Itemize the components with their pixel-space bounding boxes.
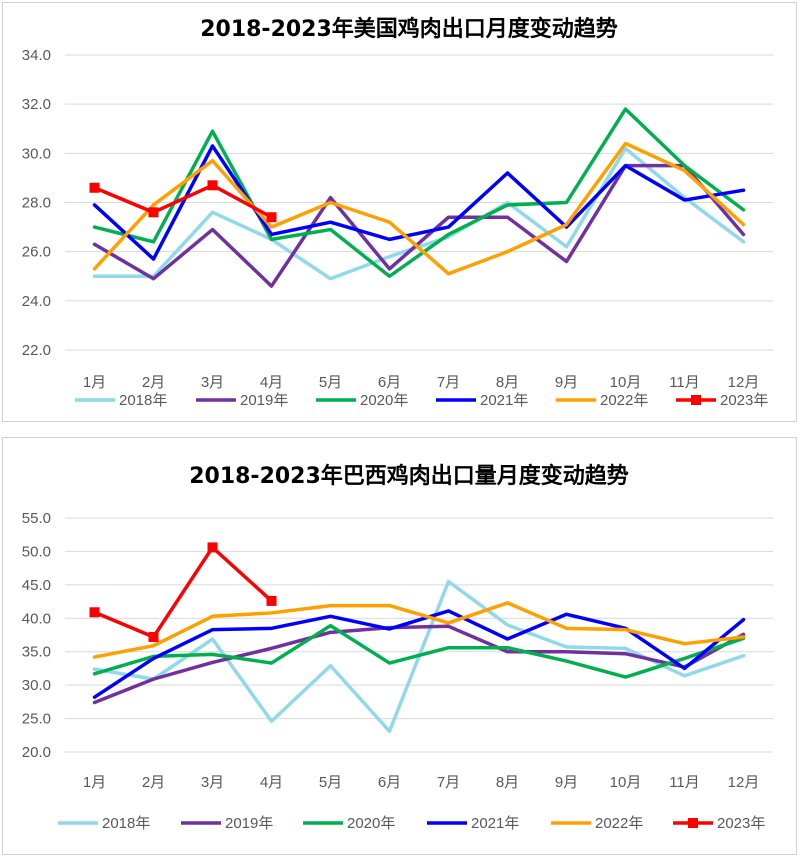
legend-entry: 2023年 — [676, 392, 768, 409]
x-tick-label: 8月 — [496, 374, 519, 391]
series-line — [92, 624, 746, 705]
legend-label: 2022年 — [600, 392, 648, 409]
y-tick-label: 22.0 — [22, 342, 51, 359]
legend-label: 2019年 — [225, 815, 273, 832]
x-tick-label: 2月 — [142, 374, 165, 391]
x-tick-label: 1月 — [83, 374, 106, 391]
series-line — [92, 601, 746, 659]
data-point-marker — [89, 607, 100, 618]
brazil-chicken-export-chart: 2018-2023年巴西鸡肉出口量月度变动趋势 20.0 25.0 30.0 35.0 4… — [22, 463, 773, 832]
legend-entry: 2021年 — [436, 392, 528, 409]
y-tick-label: 24.0 — [22, 293, 51, 310]
legend-label: 2020年 — [347, 815, 395, 832]
series-2023年 — [89, 542, 277, 643]
y-tick-label: 30.0 — [22, 145, 51, 162]
x-tick-label: 12月 — [728, 774, 760, 791]
us-chicken-export-chart: 2018-2023年美国鸡肉出口月度变动趋势 22.0 24.0 26.0 28.0 30… — [22, 16, 773, 409]
x-tick-label: 9月 — [555, 774, 578, 791]
x-tick-label: 4月 — [260, 774, 283, 791]
y-tick-label: 50.0 — [22, 543, 51, 560]
legend-entry: 2021年 — [427, 815, 519, 832]
y-tick-label: 35.0 — [22, 644, 51, 661]
legend-label: 2018年 — [102, 815, 150, 832]
series-2020年 — [92, 107, 746, 278]
legend-entry: 2020年 — [303, 815, 395, 832]
legend-marker — [691, 395, 701, 405]
series-line — [92, 107, 746, 278]
data-point-marker — [148, 207, 159, 218]
y-tick-label: 40.0 — [22, 610, 51, 627]
legend-label: 2021年 — [480, 392, 528, 409]
legend-label: 2018年 — [119, 392, 167, 409]
x-tick-label: 5月 — [319, 374, 342, 391]
series-line — [92, 623, 746, 679]
legend-entry: 2023年 — [673, 815, 765, 832]
y-tick-label: 34.0 — [22, 47, 51, 64]
series-2023年 — [89, 180, 277, 223]
x-tick-label: 4月 — [260, 374, 283, 391]
legend-entry: 2018年 — [58, 815, 150, 832]
legend-entry: 2022年 — [556, 392, 648, 409]
x-tick-label: 9月 — [555, 374, 578, 391]
y-tick-label: 32.0 — [22, 96, 51, 113]
x-tick-label: 10月 — [610, 774, 642, 791]
legend-label: 2020年 — [360, 392, 408, 409]
y-tick-label: 55.0 — [22, 510, 51, 527]
data-point-marker — [207, 180, 218, 191]
data-point-marker — [266, 212, 277, 223]
y-tick-label: 45.0 — [22, 577, 51, 594]
series-line — [92, 163, 746, 288]
data-point-marker — [148, 632, 159, 643]
chart-title: 2018-2023年巴西鸡肉出口量月度变动趋势 — [189, 463, 629, 489]
x-tick-label: 3月 — [201, 374, 224, 391]
data-point-marker — [207, 542, 218, 553]
y-tick-label: 25.0 — [22, 711, 51, 728]
y-tick-label: 26.0 — [22, 244, 51, 261]
x-tick-label: 7月 — [437, 374, 460, 391]
x-tick-label: 1月 — [83, 774, 106, 791]
series-2022年 — [92, 601, 746, 659]
x-tick-label: 8月 — [496, 774, 519, 791]
series-line — [92, 141, 746, 276]
y-tick-label: 20.0 — [22, 744, 51, 761]
legend-label: 2021年 — [471, 815, 519, 832]
legend-entry: 2020年 — [316, 392, 408, 409]
x-tick-label: 3月 — [201, 774, 224, 791]
x-tick-label: 10月 — [610, 374, 642, 391]
y-tick-label: 30.0 — [22, 677, 51, 694]
chart-title: 2018-2023年美国鸡肉出口月度变动趋势 — [200, 16, 618, 42]
brazil-chart-panel: 2018-2023年巴西鸡肉出口量月度变动趋势 20.0 25.0 30.0 35.0 4… — [2, 437, 797, 855]
x-tick-label: 2月 — [142, 774, 165, 791]
x-tick-label: 7月 — [437, 774, 460, 791]
legend-label: 2022年 — [595, 815, 643, 832]
series-2021年 — [92, 144, 746, 261]
legend-marker — [688, 818, 698, 828]
x-tick-label: 6月 — [378, 774, 401, 791]
x-tick-label: 11月 — [669, 374, 700, 391]
x-tick-label: 6月 — [378, 374, 401, 391]
legend-entry: 2019年 — [196, 392, 288, 409]
series-2019年 — [92, 163, 746, 288]
series-2019年 — [92, 624, 746, 705]
x-tick-label: 5月 — [319, 774, 342, 791]
legend-entry: 2019年 — [181, 815, 273, 832]
series-2022年 — [92, 141, 746, 276]
legend-label: 2023年 — [720, 392, 768, 409]
series-line — [92, 545, 274, 639]
data-point-marker — [89, 182, 100, 193]
legend-label: 2023年 — [717, 815, 765, 832]
series-line — [92, 609, 746, 699]
us-chart-panel: 2018-2023年美国鸡肉出口月度变动趋势 22.0 24.0 26.0 28.0 30… — [2, 2, 797, 422]
series-line — [92, 144, 746, 261]
y-tick-label: 28.0 — [22, 195, 51, 212]
data-point-marker — [266, 595, 277, 606]
legend-entry: 2022年 — [551, 815, 643, 832]
legend-entry: 2018年 — [75, 392, 167, 409]
x-tick-label: 11月 — [669, 774, 700, 791]
series-2021年 — [92, 609, 746, 699]
x-tick-label: 12月 — [728, 374, 760, 391]
series-line — [92, 183, 274, 219]
series-2020年 — [92, 623, 746, 679]
legend-label: 2019年 — [240, 392, 288, 409]
